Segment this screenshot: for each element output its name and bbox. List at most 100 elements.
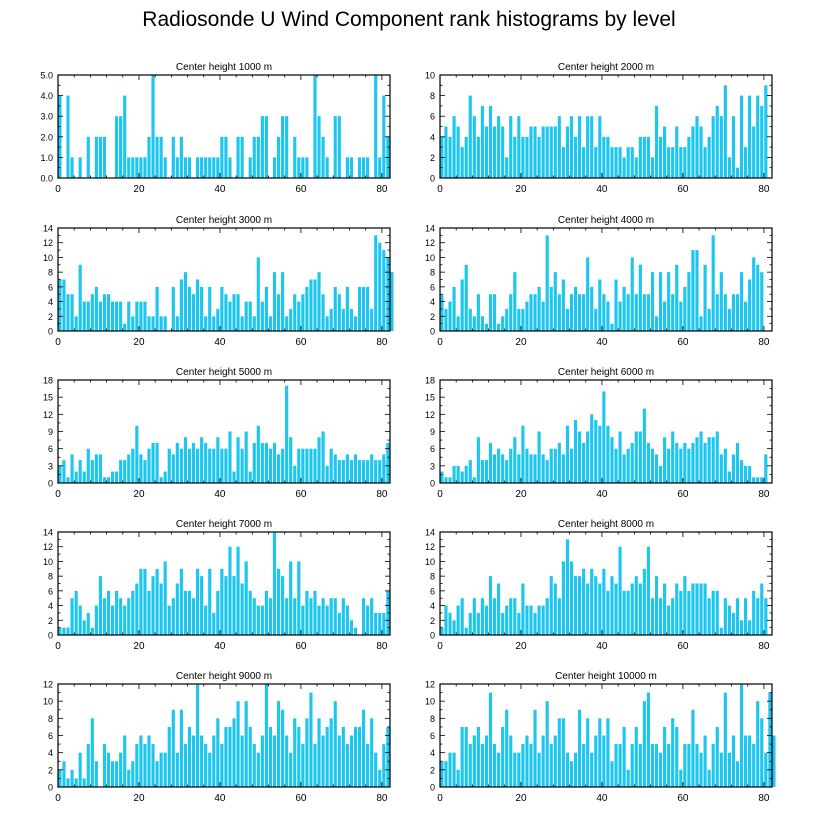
bar [362,460,366,483]
y-tick-label: 14 [43,528,53,538]
bar [119,301,123,331]
bar [760,477,764,483]
bar [333,598,337,635]
y-tick-label: 2.0 [40,132,53,142]
bar [630,147,634,178]
bar [135,744,139,787]
bar [236,437,240,483]
bar [501,126,505,178]
bar [208,157,212,178]
bar [630,583,634,635]
bar [281,576,285,635]
bar [464,136,468,178]
bar [86,744,90,787]
bar [276,294,281,331]
bar [264,590,268,635]
bar [658,272,663,331]
bar [667,272,671,331]
bar [228,726,232,787]
bar [337,116,341,178]
bar [727,157,731,178]
bar [452,116,456,178]
bar [748,735,752,787]
bar [756,598,760,635]
y-tick-label: 4.0 [40,91,53,101]
x-tick-label: 20 [133,184,145,195]
bar [123,323,127,331]
bar [695,250,699,331]
bar [175,752,179,787]
bar [62,761,66,787]
bar [362,286,366,331]
bar [272,532,277,635]
bar [353,454,358,483]
bar [602,568,606,635]
bar [147,590,151,635]
bar [622,454,626,483]
bar [549,126,553,178]
bar [735,167,740,178]
x-tick-label: 80 [376,793,388,804]
bar [115,301,119,331]
bar [756,477,760,483]
bar [521,308,525,331]
bar [606,136,610,178]
bar [212,735,216,787]
bar [313,744,317,787]
bar [183,744,188,787]
bar [370,454,374,483]
bar [204,744,208,787]
bar [90,718,94,787]
bar [501,454,505,483]
bar [663,437,667,483]
bar [687,448,691,483]
bar [123,605,127,635]
bar [62,279,66,331]
bar [147,735,151,787]
bar [622,157,626,178]
bar [484,126,489,178]
bar [151,75,155,178]
histogram-panel-7: Center height 7000 m 0 20 40 60 80 0 2 4 6 8 10 12 14 [43,519,391,652]
y-tick-label: 12 [425,680,435,690]
bar [703,442,707,483]
y-tick-label: 9 [430,427,435,437]
x-tick-label: 40 [214,641,226,652]
x-tick-label: 20 [515,184,527,195]
bar [505,709,509,787]
bar [594,735,598,787]
bar [74,471,78,483]
y-tick-label: 0 [48,479,53,489]
panel-title: Center height 2000 m [558,62,654,73]
bar [488,692,493,787]
bar [179,568,183,635]
bar [321,294,325,331]
bar [468,460,472,483]
bar [58,279,62,331]
bar [252,598,256,635]
y-tick-label: 6 [430,112,435,122]
y-tick-label: 5.0 [40,71,53,81]
bar [561,279,565,331]
bar [78,157,82,178]
bar [349,157,354,178]
bar [582,147,586,178]
bar [440,627,444,635]
bar [573,576,578,635]
bar [248,471,252,483]
panel-title: Center height 3000 m [176,215,272,226]
bar [62,627,66,635]
bar [374,460,378,483]
bar [289,561,293,635]
bar [529,744,533,787]
bar [517,454,521,483]
bar [638,583,642,635]
bar [74,590,78,635]
bar [695,583,699,635]
bar [70,769,74,787]
y-tick-label: 12 [425,410,435,420]
bar [175,157,179,178]
bar [533,294,537,331]
bar [569,448,574,483]
